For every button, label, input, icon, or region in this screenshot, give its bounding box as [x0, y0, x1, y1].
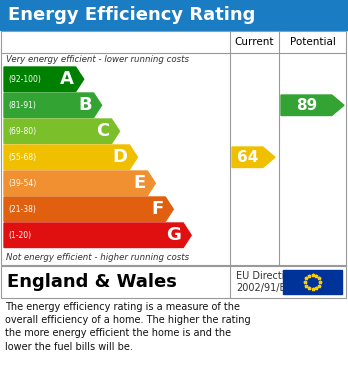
Text: F: F: [151, 200, 163, 218]
Text: Very energy efficient - lower running costs: Very energy efficient - lower running co…: [6, 56, 189, 65]
Polygon shape: [4, 223, 191, 248]
Text: The energy efficiency rating is a measure of the
overall efficiency of a home. T: The energy efficiency rating is a measur…: [5, 302, 251, 352]
Text: B: B: [78, 96, 92, 114]
Text: 64: 64: [237, 150, 258, 165]
Text: G: G: [166, 226, 181, 244]
Text: England & Wales: England & Wales: [7, 273, 177, 291]
Text: EU Directive
2002/91/EC: EU Directive 2002/91/EC: [236, 271, 296, 293]
Polygon shape: [281, 95, 344, 115]
Polygon shape: [4, 67, 84, 91]
Polygon shape: [232, 147, 275, 167]
Text: E: E: [133, 174, 145, 192]
Text: C: C: [96, 122, 110, 140]
Text: (92-100): (92-100): [8, 75, 41, 84]
Text: A: A: [60, 70, 74, 88]
Text: (1-20): (1-20): [8, 231, 31, 240]
Polygon shape: [4, 93, 102, 118]
Text: Energy Efficiency Rating: Energy Efficiency Rating: [8, 6, 255, 24]
Polygon shape: [4, 171, 155, 196]
Bar: [1, 266, 346, 298]
Text: Not energy efficient - higher running costs: Not energy efficient - higher running co…: [6, 253, 189, 262]
Polygon shape: [4, 197, 173, 221]
Bar: [283, 270, 342, 294]
Bar: [0, 0, 348, 30]
Text: Potential: Potential: [290, 37, 335, 47]
Text: (69-80): (69-80): [8, 127, 36, 136]
Text: (81-91): (81-91): [8, 101, 36, 110]
Bar: [1, 31, 346, 265]
Text: (21-38): (21-38): [8, 205, 36, 214]
Text: (39-54): (39-54): [8, 179, 36, 188]
Polygon shape: [4, 119, 119, 143]
Text: (55-68): (55-68): [8, 153, 36, 162]
Text: Current: Current: [235, 37, 274, 47]
Text: D: D: [112, 148, 127, 166]
Polygon shape: [4, 145, 137, 170]
Text: 89: 89: [296, 98, 317, 113]
